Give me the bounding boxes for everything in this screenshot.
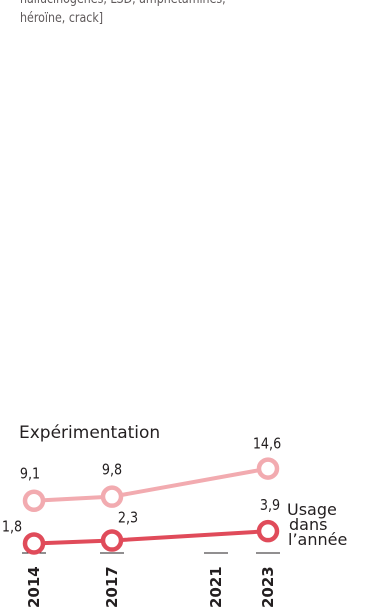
legend-usage-line: dans: [289, 515, 327, 534]
x-tick-label: 2021: [207, 566, 225, 608]
legend-experimentation: Expérimentation: [19, 423, 160, 443]
subtitle-line-1: hallucinogènes, LSD, amphétamines,: [20, 0, 282, 9]
data-label: 1,8: [2, 519, 22, 536]
x-tick-label: 2017: [103, 566, 121, 608]
usage-marker: [256, 519, 280, 543]
experimentation-marker: [100, 485, 124, 508]
usage-marker: [22, 532, 46, 555]
experimentation-marker: [22, 489, 46, 513]
data-label: 9,8: [102, 462, 122, 479]
legend-usage-line: l’année: [288, 530, 347, 549]
experimentation-marker: [256, 457, 280, 480]
subtitle-line-2: héroïne, crack]: [20, 10, 104, 26]
x-tick-label: 2014: [25, 566, 43, 608]
data-label: 14,6: [253, 436, 281, 453]
data-label: 3,9: [260, 497, 280, 514]
experimentation-line: [33, 466, 269, 503]
usage-marker: [100, 529, 124, 552]
data-label: 9,1: [20, 466, 40, 483]
x-tick-label: 2023: [259, 566, 277, 608]
legend-usage-line: Usage: [287, 500, 337, 519]
data-label: 2,3: [118, 510, 138, 527]
usage-line: [33, 529, 269, 546]
chart-subtitle: hallucinogènes, LSD, amphétamines, héroï…: [20, 0, 282, 28]
